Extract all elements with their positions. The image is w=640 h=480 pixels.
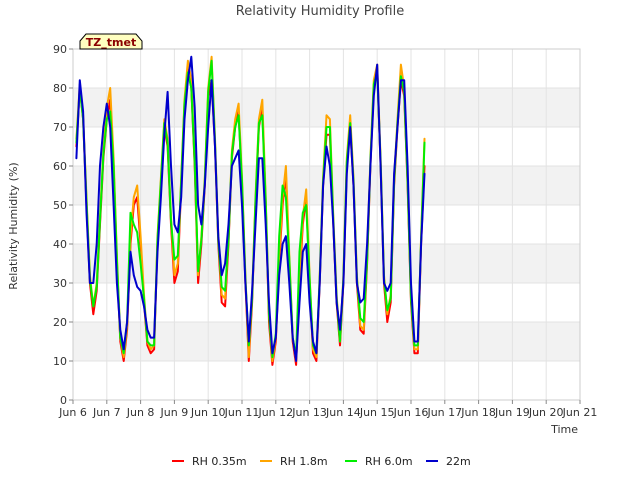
legend-label: RH 0.35m: [192, 455, 247, 468]
y-tick-label: 60: [53, 160, 67, 173]
y-tick-label: 40: [53, 238, 67, 251]
x-tick-label: Jun 18: [460, 406, 496, 419]
y-tick-label: 10: [53, 355, 67, 368]
y-tick-label: 0: [60, 394, 67, 407]
x-tick-label: Jun 14: [325, 406, 361, 419]
y-axis-title: Relativity Humidity (%): [7, 162, 20, 289]
x-tick-label: Jun 8: [126, 406, 155, 419]
y-tick-label: 70: [53, 121, 67, 134]
x-axis-ticks: Jun 6 Jun 7 Jun 8 Jun 9 Jun 10 Jun 11 Jun 12 Ju…: [58, 400, 597, 419]
legend-label: RH 1.8m: [280, 455, 328, 468]
tz-tag: TZ_tmet: [79, 33, 143, 50]
legend-item: RH 1.8m: [260, 455, 328, 468]
legend-label: RH 6.0m: [365, 455, 413, 468]
legend-item: RH 6.0m: [345, 455, 413, 468]
band-0: [73, 322, 580, 361]
x-tick-label: Jun 10: [190, 406, 226, 419]
y-tick-label: 90: [53, 43, 67, 56]
legend-label: 22m: [446, 455, 471, 468]
x-tick-label: Jun 17: [426, 406, 462, 419]
x-tick-label: Jun 11: [224, 406, 260, 419]
series-lines: [75, 55, 426, 366]
y-tick-label: 30: [53, 277, 67, 290]
background-bands: [73, 88, 580, 361]
plot-frame: [72, 48, 581, 401]
legend-item: 22m: [426, 455, 471, 468]
tz-tag-box: [79, 33, 143, 50]
x-tick-label: Jun 16: [393, 406, 429, 419]
series-line-3: [75, 55, 426, 362]
band-2: [73, 166, 580, 205]
x-tick-label: Jun 21: [562, 406, 598, 419]
x-tick-label: Jun 9: [160, 406, 189, 419]
y-tick-label: 20: [53, 316, 67, 329]
x-tick-label: Jun 20: [528, 406, 564, 419]
chart-title: Relativity Humidity Profile: [236, 4, 404, 19]
x-tick-label: Jun 12: [257, 406, 293, 419]
y-axis-ticks: 0 10 20 30 40 50 60 70 80 90: [53, 43, 73, 407]
legend-item: RH 0.35m: [172, 455, 247, 468]
x-tick-label: Jun 19: [494, 406, 530, 419]
x-tick-label: Jun 7: [92, 406, 121, 419]
x-tick-label: Jun 6: [58, 406, 87, 419]
x-tick-label: Jun 15: [359, 406, 395, 419]
x-axis-title: Time: [550, 423, 578, 436]
x-tick-label: Jun 13: [291, 406, 327, 419]
y-tick-label: 80: [53, 82, 67, 95]
y-tick-label: 50: [53, 199, 67, 212]
band-1: [73, 244, 580, 283]
tz-tag-label: TZ_tmet: [86, 36, 136, 49]
legend: RH 0.35m RH 1.8m RH 6.0m 22m: [172, 455, 471, 468]
